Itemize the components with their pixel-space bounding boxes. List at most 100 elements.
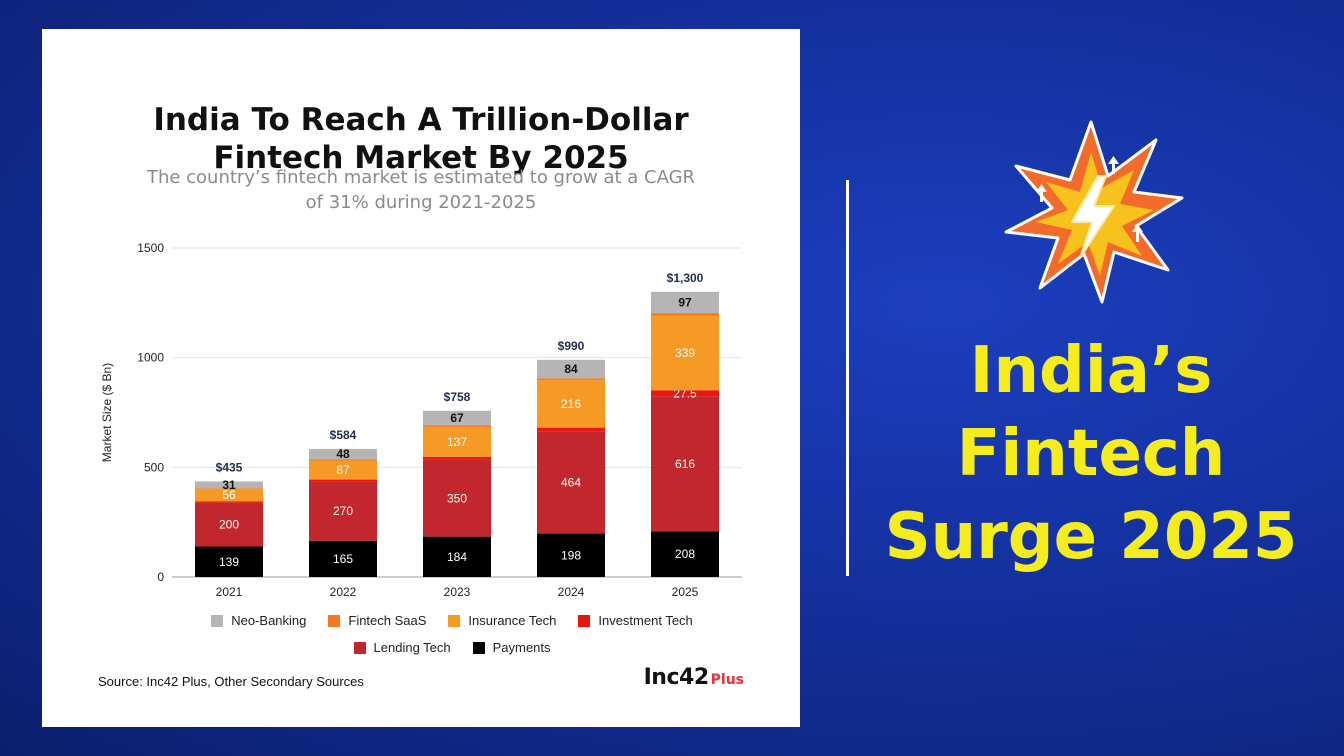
bar-segment-insurance-tech <box>537 380 605 428</box>
bar-segment-fintech-saas <box>651 313 719 316</box>
x-tick-label: 2021 <box>216 585 243 599</box>
data-label: 165 <box>333 552 353 566</box>
bar-total-label: $990 <box>558 339 585 353</box>
bar-segment-lending-tech <box>423 459 491 537</box>
logo-main-text: Inc42 <box>643 665 710 690</box>
x-tick-label: 2023 <box>444 585 471 599</box>
legend-swatch <box>448 614 461 627</box>
data-label: 137 <box>447 435 467 449</box>
inc42-plus-logo: Inc42 Plus <box>644 665 744 690</box>
legend-label: Neo-Banking <box>231 613 307 628</box>
data-label: 464 <box>561 476 581 490</box>
data-label: 84 <box>564 362 578 376</box>
bar-segment-investment-tech <box>195 501 263 503</box>
bar-segment-fintech-saas <box>423 425 491 427</box>
chart-legend: Neo-Banking Fintech SaaS Insurance Tech Inv… <box>172 613 732 655</box>
bar-total-label: $584 <box>330 428 357 442</box>
bar-segment-investment-tech <box>423 456 491 460</box>
legend-item: Investment Tech <box>578 613 693 628</box>
x-tick-label: 2022 <box>330 585 357 599</box>
data-label: 200 <box>219 518 239 532</box>
data-label: 616 <box>675 457 695 471</box>
bar-segment-payments <box>195 546 263 577</box>
bar-segment-insurance-tech <box>423 426 491 457</box>
chart-title: India To Reach A Trillion-Dollar Fintech… <box>42 101 800 177</box>
bar-segment-neo-banking <box>423 410 491 426</box>
data-label: 67 <box>450 411 464 425</box>
bar-segment-payments <box>309 540 377 577</box>
y-tick-label: 1000 <box>137 351 164 365</box>
lightning-burst-icon <box>1004 120 1184 304</box>
data-label: 87 <box>336 463 350 477</box>
bar-segment-lending-tech <box>195 502 263 547</box>
source-note: Source: Inc42 Plus, Other Secondary Sour… <box>98 674 364 689</box>
bar-segment-lending-tech <box>537 431 605 534</box>
legend-item: Insurance Tech <box>448 613 556 628</box>
legend-swatch <box>211 614 224 627</box>
bar-segment-lending-tech <box>309 481 377 541</box>
chart-card: India To Reach A Trillion-Dollar Fintech… <box>42 29 800 727</box>
legend-item: Neo-Banking <box>211 613 306 628</box>
data-label: 97 <box>678 295 692 309</box>
y-tick-label: 500 <box>144 460 164 474</box>
bar-segment-fintech-saas <box>537 378 605 381</box>
bar-segment-fintech-saas <box>309 459 377 461</box>
y-tick-label: 0 <box>157 570 164 584</box>
legend-label: Investment Tech <box>598 613 693 628</box>
vertical-divider <box>846 180 849 576</box>
legend-swatch <box>472 641 485 654</box>
bar-segment-insurance-tech <box>309 460 377 480</box>
x-tick-label: 2024 <box>558 585 585 599</box>
chart-subtitle-line: of 31% during 2021-2025 <box>305 192 537 213</box>
logo-plus-text: Plus <box>710 672 744 688</box>
legend-label: Payments <box>492 640 551 655</box>
headline-line: Surge 2025 <box>884 500 1298 574</box>
x-tick-label: 2025 <box>672 585 699 599</box>
bar-segment-investment-tech <box>309 479 377 482</box>
y-tick-label: 1500 <box>137 241 164 255</box>
headline: India’s Fintech Surge 2025 <box>856 330 1326 579</box>
data-label: 339 <box>675 346 695 360</box>
headline-line: India’s <box>969 334 1213 408</box>
bar-segment-payments <box>423 536 491 577</box>
legend-item: Lending Tech <box>353 640 451 655</box>
bar-segment-lending-tech <box>651 396 719 532</box>
legend-label: Lending Tech <box>373 640 451 655</box>
bar-segment-insurance-tech <box>651 315 719 391</box>
chart-title-line: India To Reach A Trillion-Dollar <box>153 102 689 138</box>
data-label: 48 <box>336 447 350 461</box>
data-label: 216 <box>561 397 581 411</box>
legend-swatch <box>328 614 341 627</box>
data-label: 270 <box>333 504 353 518</box>
legend-label: Fintech SaaS <box>348 613 427 628</box>
legend-swatch <box>353 641 366 654</box>
bar-segment-investment-tech <box>651 390 719 397</box>
bar-segment-fintech-saas <box>195 488 263 489</box>
bar-segment-neo-banking <box>651 291 719 314</box>
data-label: 56 <box>222 488 236 502</box>
bar-segment-neo-banking <box>309 448 377 460</box>
y-axis-label: Market Size ($ Bn) <box>100 363 114 462</box>
legend-item: Fintech SaaS <box>328 613 426 628</box>
bar-segment-payments <box>537 533 605 577</box>
chart-title-line: Fintech Market By 2025 <box>213 140 629 176</box>
data-label: 139 <box>219 555 239 569</box>
headline-line: Fintech <box>956 417 1226 491</box>
bar-segment-neo-banking <box>195 481 263 489</box>
legend-swatch <box>578 614 591 627</box>
bar-total-label: $758 <box>444 390 471 404</box>
chart-subtitle-line: The country’s fintech market is estimate… <box>146 167 696 188</box>
bar-segment-payments <box>651 531 719 577</box>
legend-item: Payments <box>472 640 551 655</box>
bar-segment-investment-tech <box>537 427 605 432</box>
chart-subtitle: The country’s fintech market is estimate… <box>102 165 740 215</box>
bar-total-label: $435 <box>216 460 243 474</box>
bar-segment-insurance-tech <box>195 488 263 502</box>
bar-total-label: $1,300 <box>667 271 704 285</box>
legend-label: Insurance Tech <box>468 613 557 628</box>
data-label: 31 <box>222 478 236 492</box>
data-label: 208 <box>675 547 695 561</box>
data-label: 350 <box>447 491 467 505</box>
bar-segment-neo-banking <box>537 359 605 379</box>
